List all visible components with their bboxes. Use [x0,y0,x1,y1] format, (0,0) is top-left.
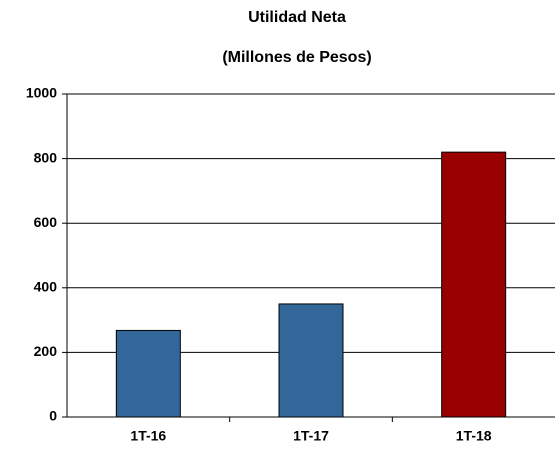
y-tick-label: 800 [34,149,58,165]
chart-subtitle: (Millones de Pesos) [222,49,371,66]
y-tick-label: 200 [34,343,58,359]
x-tick-label: 1T-17 [293,428,329,444]
chart-title: Utilidad Neta [248,9,346,26]
bar [278,303,344,418]
bar [441,151,507,418]
bar [115,329,181,418]
y-tick-label: 400 [34,279,58,295]
x-tick-label: 1T-16 [130,428,166,444]
y-tick-label: 0 [49,408,57,424]
x-tick-label: 1T-18 [456,428,492,444]
y-tick-label: 1000 [26,85,57,101]
y-tick-label: 600 [34,214,58,230]
